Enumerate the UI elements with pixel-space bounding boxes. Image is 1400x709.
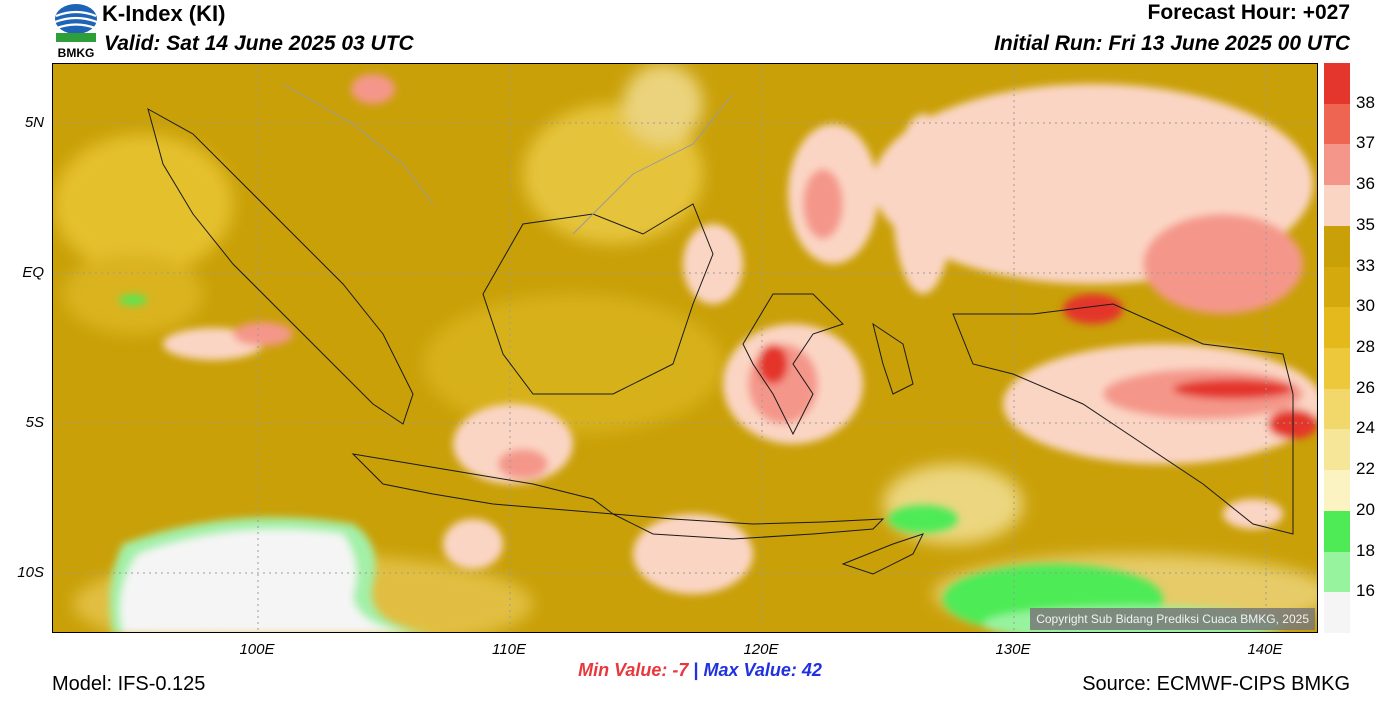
- map-field: [53, 64, 1317, 632]
- colorbar-label: 33: [1356, 255, 1375, 275]
- coastlines: [147, 107, 1294, 575]
- lon-label: 130E: [995, 641, 1031, 658]
- lon-label: 120E: [743, 641, 779, 658]
- colorbar-label: 18: [1356, 540, 1375, 560]
- colorbar-label: 30: [1356, 296, 1375, 316]
- colorbar-segment: [1324, 510, 1350, 552]
- lon-label: 100E: [239, 641, 275, 658]
- colorbar-label: 22: [1356, 459, 1375, 479]
- colorbar-segment: [1324, 103, 1350, 145]
- lon-label: 140E: [1247, 641, 1283, 658]
- colorbar-segment: [1324, 144, 1350, 186]
- colorbar-segment: [1324, 225, 1350, 267]
- svg-text:BMKG: BMKG: [58, 46, 95, 60]
- chart-title: K-Index (KI): [102, 1, 226, 26]
- colorbar-label: 38: [1356, 92, 1375, 112]
- colorbar-segment: [1324, 551, 1350, 593]
- colorbar-segment: [1324, 348, 1350, 389]
- colorbar-label: 20: [1356, 499, 1375, 519]
- colorbar-segment: [1324, 592, 1350, 634]
- colorbar-segment: [1324, 429, 1350, 471]
- colorbar-label: 37: [1356, 133, 1375, 153]
- copyright-notice: Copyright Sub Bidang Prediksi Cuaca BMKG…: [1030, 608, 1315, 630]
- colorbar-label: 36: [1356, 174, 1375, 194]
- model-name: Model: IFS-0.125: [52, 673, 206, 695]
- bmkg-logo-icon: BMKG: [54, 4, 98, 60]
- colorbar-label: 35: [1356, 214, 1375, 234]
- k-index-map: Copyright Sub Bidang Prediksi Cuaca BMKG…: [52, 63, 1318, 633]
- colorbar-segment: [1324, 470, 1350, 512]
- colorbar-label: 24: [1356, 418, 1375, 438]
- colorbar-label: 16: [1356, 581, 1375, 601]
- colorbar-segment: [1324, 388, 1350, 430]
- colorbar-label: 26: [1356, 377, 1375, 397]
- forecast-hour: Forecast Hour: +027: [1147, 1, 1351, 24]
- lat-label: 5S: [25, 414, 44, 431]
- colorbar-label: 28: [1356, 337, 1375, 356]
- valid-time: Valid: Sat 14 June 2025 03 UTC: [104, 32, 414, 55]
- separator: |: [693, 660, 699, 680]
- colorbar-segment: [1324, 63, 1350, 104]
- colorbar: [1324, 63, 1350, 634]
- data-source: Source: ECMWF-CIPS BMKG: [1082, 673, 1350, 695]
- colorbar-segment: [1324, 266, 1350, 308]
- colorbar-segment: [1324, 185, 1350, 227]
- colorbar-segment: [1324, 307, 1350, 349]
- min-value: Min Value: -7: [578, 660, 689, 680]
- lon-label: 110E: [492, 641, 526, 658]
- max-value: Max Value: 42: [703, 660, 822, 680]
- lat-label: 10S: [17, 564, 44, 581]
- min-max-values: Min Value: -7 | Max Value: 42: [0, 660, 1400, 681]
- lat-label: EQ: [22, 264, 44, 281]
- lat-label: 5N: [24, 114, 44, 131]
- initial-run: Initial Run: Fri 13 June 2025 00 UTC: [994, 32, 1350, 55]
